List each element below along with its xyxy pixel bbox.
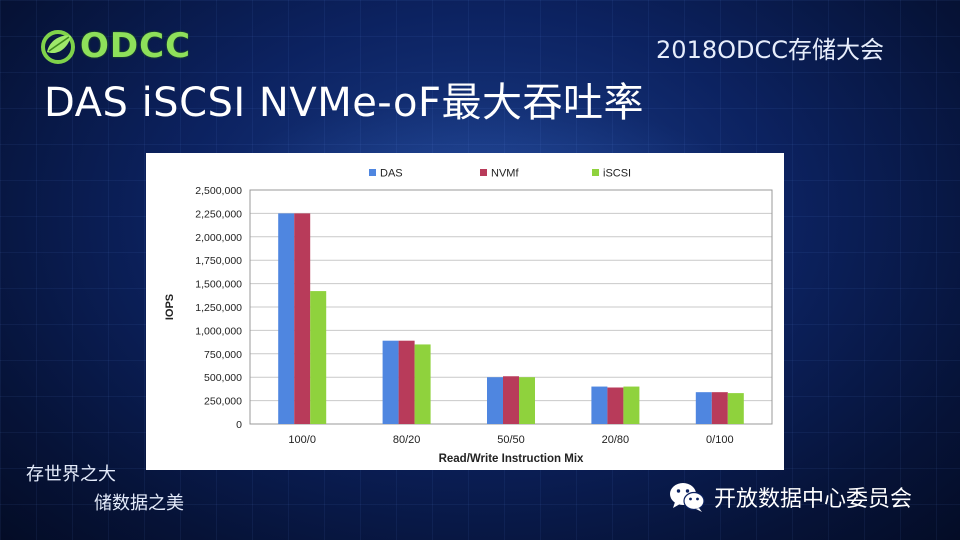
wechat-icon [670,483,705,512]
odcc-logo: ODCC [38,24,191,68]
bar-nvmf-2 [503,376,519,424]
bar-das-3 [591,386,608,424]
y-tick-label: 1,250,000 [195,302,242,314]
y-tick-label: 2,000,000 [195,232,242,244]
bar-nvmf-3 [607,387,624,424]
x-tick-label: 0/100 [706,434,734,446]
legend-label-das: DAS [380,168,403,180]
bar-das-4 [695,392,712,424]
legend-label-nvmf: NVMf [491,168,519,180]
y-tick-label: 2,250,000 [195,208,242,220]
slogan-line-2: 储数据之美 [94,493,184,514]
chart-panel: 0 250,000 500,000 750,000 1,000,000 1,250,000… [146,153,784,470]
bar-iscsi-4 [727,393,744,424]
iops-bar-chart: 0 250,000 500,000 750,000 1,000,000 1,250,000… [164,168,773,465]
bar-das-0 [278,213,295,424]
bar-das-1 [382,340,399,424]
bar-iscsi-3 [623,386,640,424]
y-tick-label: 1,500,000 [195,279,242,291]
wechat-account-name: 开放数据中心委员会 [714,487,913,512]
x-tick-label: 100/0 [288,434,316,446]
legend-label-iscsi: iSCSI [603,168,631,180]
y-tick-label: 500,000 [204,372,242,384]
leaf-globe-icon [41,30,75,64]
y-axis-title: IOPS [164,294,176,320]
conference-name: 2018ODCC存储大会 [656,36,884,64]
bar-nvmf-0 [294,213,311,424]
bar-iscsi-0 [310,291,327,424]
legend-swatch-nvmf [480,169,487,176]
bar-nvmf-1 [398,340,415,424]
x-tick-label: 50/50 [497,434,525,446]
legend-swatch-das [369,169,376,176]
bar-nvmf-4 [711,392,728,424]
y-tick-label: 2,500,000 [195,185,242,197]
logo-text: ODCC [80,26,192,66]
y-tick-label: 0 [236,419,242,431]
wechat-account: 开放数据中心委员会 [668,480,912,514]
y-tick-label: 750,000 [204,349,242,361]
bar-iscsi-2 [519,377,535,424]
bar-das-2 [487,377,503,424]
y-tick-label: 250,000 [204,396,242,408]
x-axis-title: Read/Write Instruction Mix [439,453,584,465]
y-tick-label: 1,750,000 [195,255,242,267]
x-tick-label: 20/80 [602,434,630,446]
bar-iscsi-1 [414,344,431,424]
legend-swatch-iscsi [592,169,599,176]
y-tick-label: 1,000,000 [195,325,242,337]
slogan-line-1: 存世界之大 [26,464,116,485]
x-tick-label: 80/20 [393,434,421,446]
slide-title: DAS iSCSI NVMe-oF最大吞吐率 [44,80,644,126]
